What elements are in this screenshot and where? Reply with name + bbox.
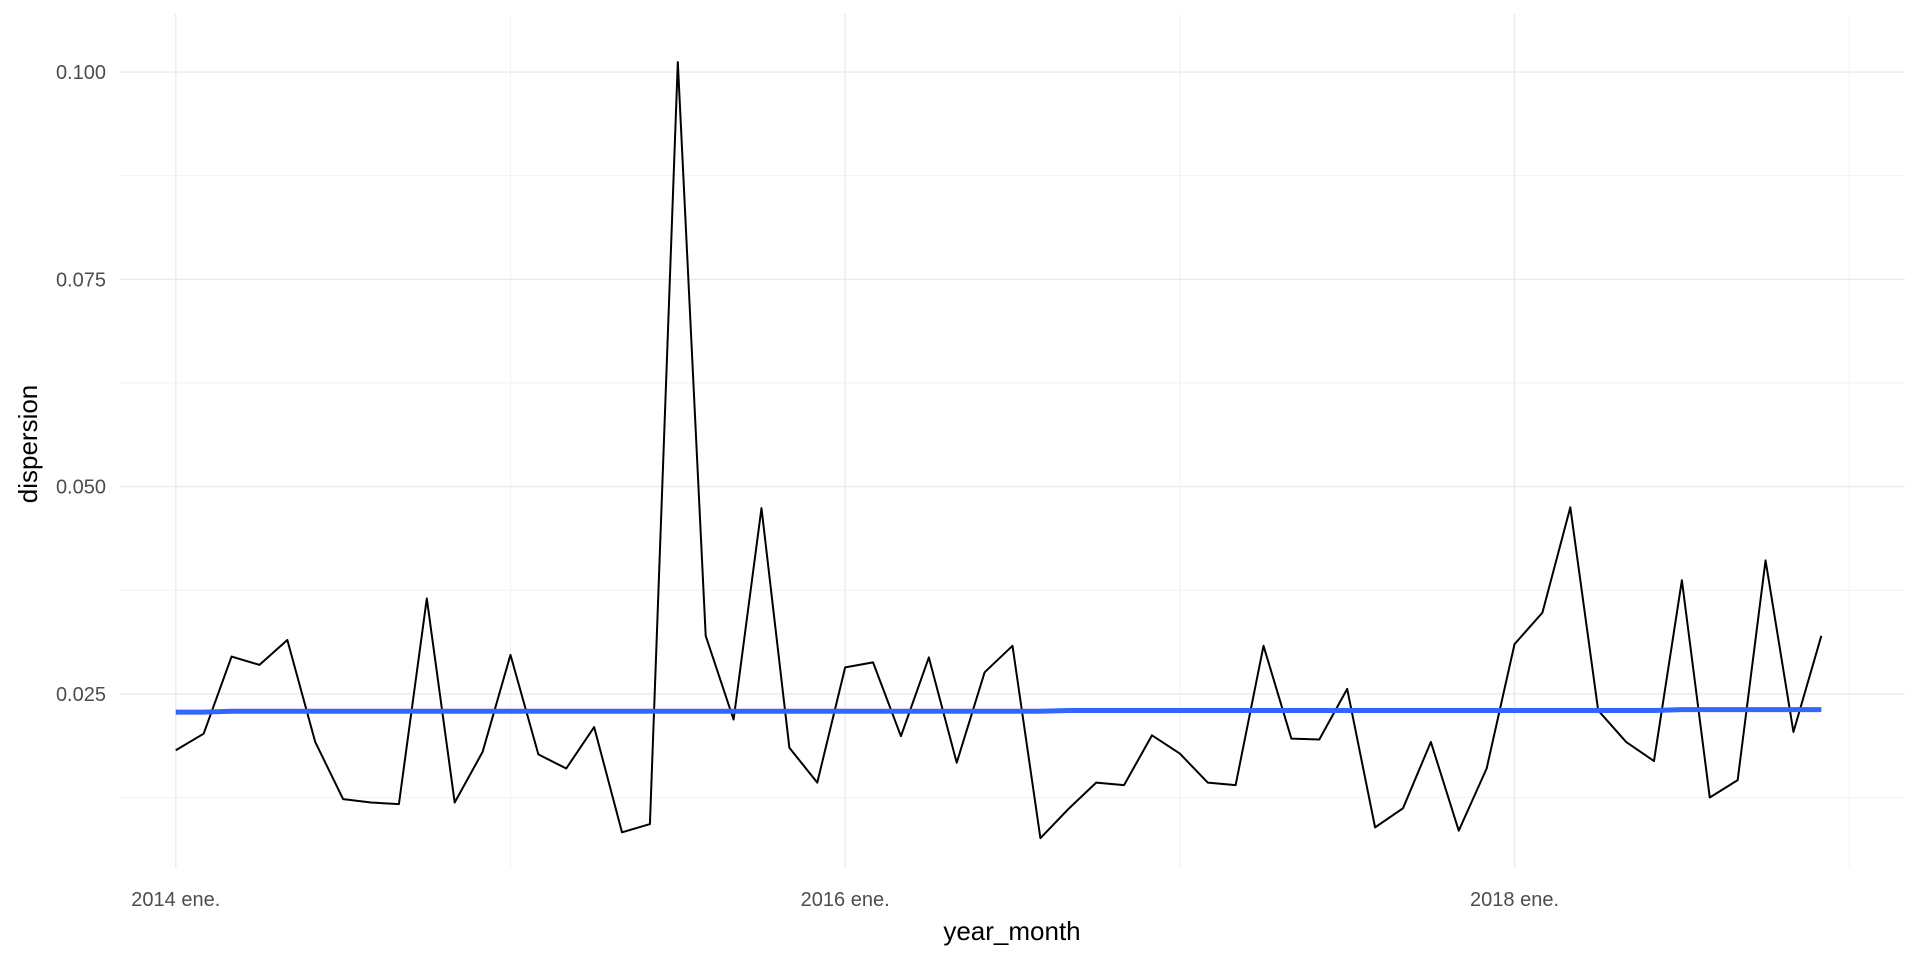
y-tick-label: 0.050 [56, 477, 106, 499]
y-tick-label: 0.100 [56, 62, 106, 84]
x-tick-label: 2018 ene. [1470, 889, 1559, 911]
y-tick-label: 0.075 [56, 269, 106, 291]
x-axis-ticks: 2014 ene. 2016 ene. 2018 ene. [131, 889, 1559, 911]
x-tick-label: 2016 ene. [801, 889, 890, 911]
x-tick-label: 2014 ene. [131, 889, 220, 911]
y-tick-label: 0.025 [56, 684, 106, 706]
dispersion-series-line [175, 61, 1823, 840]
trend-series-line [175, 707, 1822, 715]
x-axis-title: year_month [943, 916, 1080, 946]
y-axis-ticks: 0.025 0.050 0.075 0.100 [56, 62, 106, 706]
y-axis-title: dispersion [13, 385, 43, 504]
grid-lines [120, 14, 1905, 868]
series-lines [175, 61, 1823, 840]
